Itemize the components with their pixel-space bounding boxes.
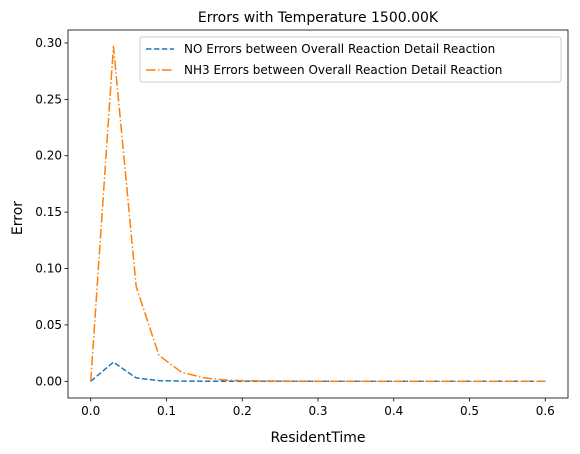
y-tick-label: 0.20 — [35, 149, 62, 163]
series-line-1 — [89, 45, 546, 383]
chart-title: Errors with Temperature 1500.00K — [198, 10, 439, 26]
x-tick-label: 0.1 — [157, 404, 176, 418]
y-tick-label: 0.25 — [35, 92, 62, 106]
plot-frame — [67, 29, 569, 399]
y-tick-label: 0.30 — [35, 36, 62, 50]
y-axis-label: Error — [10, 201, 26, 235]
x-axis-label: ResidentTime — [270, 430, 365, 446]
x-tick-label: 0.2 — [233, 404, 252, 418]
series-line-0 — [90, 361, 546, 383]
y-tick-label: 0.05 — [35, 318, 62, 332]
x-tick-label: 0.6 — [536, 404, 555, 418]
x-tick-label: 0.4 — [384, 404, 403, 418]
y-tick-label: 0.10 — [35, 262, 62, 276]
legend-box — [139, 36, 562, 83]
x-tick-label: 0.3 — [308, 404, 327, 418]
legend-entry-0: NO Errors between Overall Reaction Detai… — [184, 42, 495, 56]
x-tick-label: 0.5 — [460, 404, 479, 418]
y-tick-label: 0.15 — [35, 205, 62, 219]
x-tick-label: 0.0 — [81, 404, 100, 418]
plot-area: 0.0 0.1 0.2 0.3 0.4 0.5 0.6 0.00 0.05 0.10 0.15 0.2… — [35, 29, 569, 418]
legend-entry-1: NH3 Errors between Overall Reaction Deta… — [184, 63, 502, 77]
y-tick-label: 0.00 — [35, 374, 62, 388]
